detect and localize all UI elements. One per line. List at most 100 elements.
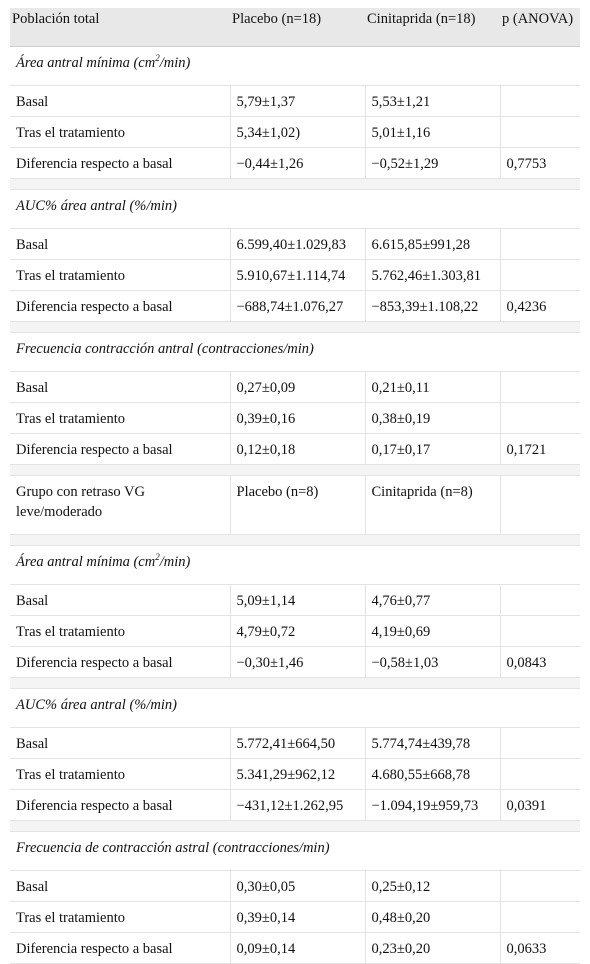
row-label: Tras el tratamiento [10,615,231,647]
spacer-row [10,534,580,546]
header-cinitaprida: Cinitaprida (n=18) [365,8,500,47]
p-value [500,584,580,616]
table-row: Basal 0,27±0,09 0,21±0,11 [10,371,580,403]
group-placebo: Placebo (n=8) [230,475,366,535]
table-row: Diferencia respecto a basal −0,30±1,46 −… [10,646,580,678]
table-row: Diferencia respecto a basal −0,44±1,26 −… [10,147,580,179]
cinitaprida-value: 0,48±0,20 [365,901,501,933]
cinitaprida-value: 4,19±0,69 [365,615,501,647]
row-label: Diferencia respecto a basal [10,290,231,322]
row-label: Basal [10,228,231,260]
table-row: Tras el tratamiento 5,34±1,02) 5,01±1,16 [10,116,580,148]
header-row: Población total Placebo (n=18) Cinitapri… [10,8,580,47]
placebo-value: 0,27±0,09 [230,371,366,403]
p-value: 0,4236 [500,290,580,322]
table-row: Tras el tratamiento 5.341,29±962,12 4.68… [10,758,580,790]
p-value [500,259,580,291]
table-row: Basal 5,79±1,37 5,53±1,21 [10,85,580,117]
placebo-value: 5,79±1,37 [230,85,366,117]
cinitaprida-value: 0,17±0,17 [365,433,501,465]
header-placebo: Placebo (n=18) [230,8,365,47]
results-table: Población total Placebo (n=18) Cinitapri… [10,8,580,964]
cinitaprida-value: 6.615,85±991,28 [365,228,501,260]
p-value: 0,0633 [500,932,580,964]
row-label: Basal [10,870,231,902]
placebo-value: −0,44±1,26 [230,147,366,179]
p-value [500,85,580,117]
p-value [500,402,580,434]
p-value: 0,7753 [500,147,580,179]
p-value [500,116,580,148]
section-title: AUC% área antral (%/min) [10,688,580,728]
table-row: Tras el tratamiento 0,39±0,16 0,38±0,19 [10,402,580,434]
section-header: Área antral mínima (cm2/min) [10,545,580,585]
cinitaprida-value: 4.680,55±668,78 [365,758,501,790]
placebo-value: 5.772,41±664,50 [230,727,366,759]
placebo-value: 5,09±1,14 [230,584,366,616]
p-value [500,371,580,403]
cinitaprida-value: −0,58±1,03 [365,646,501,678]
cinitaprida-value: 0,38±0,19 [365,402,501,434]
row-label: Diferencia respecto a basal [10,646,231,678]
placebo-value: 0,39±0,16 [230,402,366,434]
group-header-row: Grupo con retraso VG leve/moderado Place… [10,475,580,535]
cinitaprida-value: 0,25±0,12 [365,870,501,902]
row-label: Basal [10,371,231,403]
row-label: Basal [10,727,231,759]
group-label: Grupo con retraso VG leve/moderado [10,475,231,535]
table-row: Tras el tratamiento 5.910,67±1.114,74 5.… [10,259,580,291]
row-label: Tras el tratamiento [10,259,231,291]
table-row: Basal 5,09±1,14 4,76±0,77 [10,584,580,616]
cinitaprida-value: 0,21±0,11 [365,371,501,403]
table-row: Diferencia respecto a basal −431,12±1.26… [10,789,580,821]
placebo-value: −688,74±1.076,27 [230,290,366,322]
placebo-value: 0,12±0,18 [230,433,366,465]
table-row: Basal 6.599,40±1.029,83 6.615,85±991,28 [10,228,580,260]
spacer-row [10,321,580,333]
group-cinitaprida: Cinitaprida (n=8) [365,475,501,535]
p-value [500,228,580,260]
section-title: AUC% área antral (%/min) [10,189,580,229]
cinitaprida-value: −0,52±1,29 [365,147,501,179]
placebo-value: 6.599,40±1.029,83 [230,228,366,260]
row-label: Diferencia respecto a basal [10,789,231,821]
cinitaprida-value: 5.774,74±439,78 [365,727,501,759]
placebo-value: 5.910,67±1.114,74 [230,259,366,291]
p-value [500,870,580,902]
row-label: Diferencia respecto a basal [10,433,231,465]
section-header: Área antral mínima (cm2/min) [10,46,580,86]
placebo-value: 0,09±0,14 [230,932,366,964]
placebo-value: 0,39±0,14 [230,901,366,933]
cinitaprida-value: −1.094,19±959,73 [365,789,501,821]
section-title: Área antral mínima (cm2/min) [10,46,580,86]
table-row: Basal 0,30±0,05 0,25±0,12 [10,870,580,902]
row-label: Tras el tratamiento [10,402,231,434]
placebo-value: 0,30±0,05 [230,870,366,902]
header-p-anova: p (ANOVA) [500,8,580,47]
p-value [500,615,580,647]
header-population: Población total [10,8,230,47]
table-row: Diferencia respecto a basal 0,12±0,18 0,… [10,433,580,465]
p-value: 0,0843 [500,646,580,678]
p-value [500,901,580,933]
placebo-value: 4,79±0,72 [230,615,366,647]
p-value [500,727,580,759]
cinitaprida-value: 0,23±0,20 [365,932,501,964]
table-row: Tras el tratamiento 0,39±0,14 0,48±0,20 [10,901,580,933]
section-title: Frecuencia contracción antral (contracci… [10,332,580,372]
row-label: Basal [10,85,231,117]
cinitaprida-value: −853,39±1.108,22 [365,290,501,322]
cinitaprida-value: 5.762,46±1.303,81 [365,259,501,291]
row-label: Basal [10,584,231,616]
section-title: Área antral mínima (cm2/min) [10,545,580,585]
group-p [500,475,580,535]
placebo-value: −0,30±1,46 [230,646,366,678]
spacer-row [10,820,580,832]
placebo-value: 5.341,29±962,12 [230,758,366,790]
table-row: Tras el tratamiento 4,79±0,72 4,19±0,69 [10,615,580,647]
section-header: Frecuencia de contracción astral (contra… [10,831,580,871]
row-label: Tras el tratamiento [10,758,231,790]
row-label: Tras el tratamiento [10,116,231,148]
section-header: AUC% área antral (%/min) [10,688,580,728]
spacer-row [10,464,580,476]
